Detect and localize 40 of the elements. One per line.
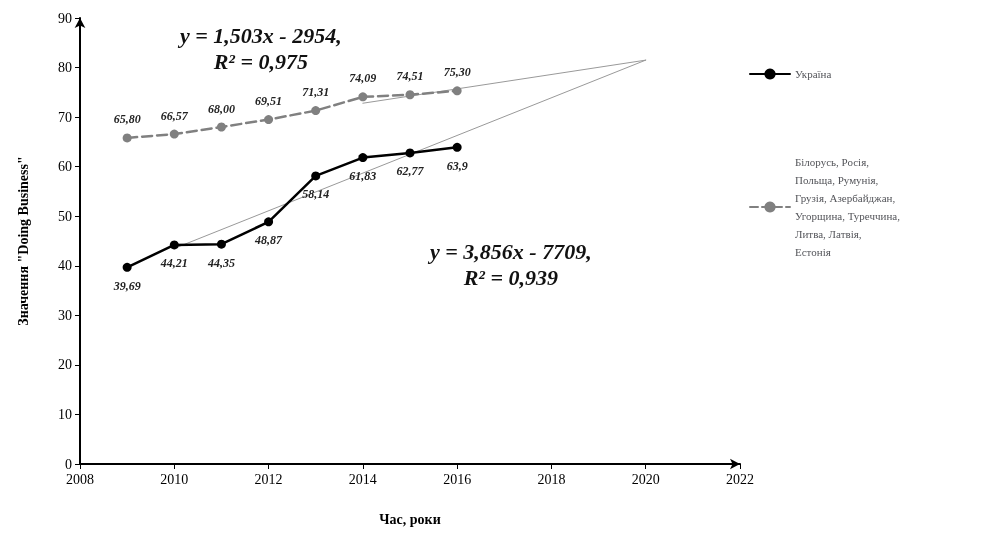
legend-label: Білорусь, Росія, Польща, Румунія, Грузія, Азербайджан, Угорщина, Туреччина, Литва, Латвія, Естонія	[795, 156, 903, 258]
x-tick-label: 2010	[160, 471, 189, 487]
legend-label: Україна	[795, 68, 832, 80]
data-label: 74,09	[349, 71, 377, 86]
y-tick-label: 10	[58, 406, 72, 422]
annotation: y = 3,856x - 7709, R² = 0,939	[426, 238, 592, 290]
y-axis-title: Значення "Doing Business"	[15, 156, 31, 326]
y-tick-label: 60	[58, 159, 72, 175]
x-tick-label: 2012	[254, 471, 283, 487]
x-tick-label: 2016	[443, 471, 472, 487]
data-label: 62,77	[396, 164, 425, 179]
y-tick-label: 30	[58, 307, 72, 323]
data-label: 74,51	[396, 69, 424, 84]
data-label: 69,51	[255, 94, 283, 109]
x-tick-label: 2020	[631, 471, 660, 487]
data-label: 58,14	[302, 187, 330, 202]
data-label: 75,30	[443, 65, 471, 80]
y-tick-label: 0	[65, 456, 72, 472]
data-label: 68,00	[207, 101, 235, 116]
y-tick-label: 90	[58, 10, 72, 26]
data-label: 44,35	[206, 255, 235, 270]
data-label: 44,21	[159, 256, 188, 271]
data-label: 39,69	[112, 278, 141, 293]
data-label: 65,80	[113, 112, 141, 127]
y-tick-label: 50	[58, 208, 72, 224]
x-tick-label: 2014	[348, 471, 377, 487]
x-tick-label: 2008	[66, 471, 94, 487]
data-label: 71,31	[302, 85, 330, 100]
data-label: 63,9	[446, 158, 468, 173]
data-label: 48,87	[254, 233, 284, 248]
x-tick-label: 2018	[537, 471, 566, 487]
x-tick-label: 2022	[726, 471, 754, 487]
annotation: y = 1,503x - 2954, R² = 0,975	[176, 22, 342, 74]
x-axis-title: Час, роки	[379, 511, 441, 527]
data-label: 66,57	[160, 108, 189, 123]
y-tick-label: 70	[58, 109, 72, 125]
y-tick-label: 80	[58, 60, 72, 76]
y-tick-label: 20	[58, 357, 72, 373]
y-tick-label: 40	[58, 258, 72, 274]
data-label: 61,83	[349, 169, 377, 184]
